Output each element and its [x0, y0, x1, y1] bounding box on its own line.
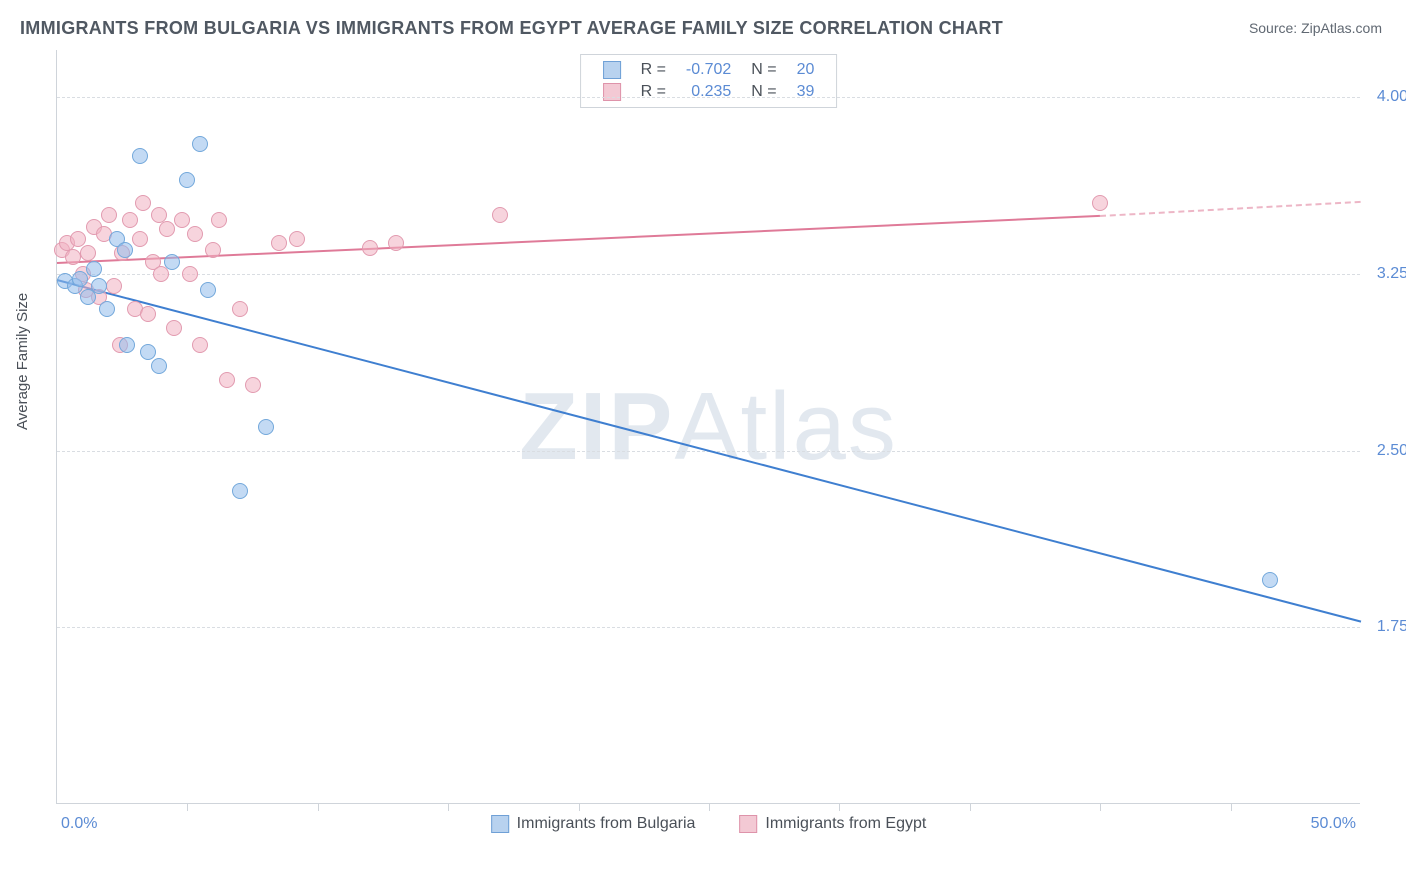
- watermark-bold: ZIP: [519, 373, 674, 480]
- data-point-egypt: [174, 212, 190, 228]
- x-tick: [839, 803, 840, 811]
- swatch-blue-icon: [491, 815, 509, 833]
- r-label: R =: [631, 59, 676, 81]
- data-point-egypt: [80, 245, 96, 261]
- x-tick: [1231, 803, 1232, 811]
- gridline: [57, 274, 1360, 275]
- y-tick-label: 3.25: [1377, 265, 1406, 283]
- data-point-egypt: [232, 301, 248, 317]
- x-axis-min-label: 0.0%: [61, 815, 97, 833]
- source-attribution: Source: ZipAtlas.com: [1249, 20, 1382, 36]
- legend-label: Immigrants from Bulgaria: [517, 815, 696, 833]
- data-point-bulgaria: [117, 242, 133, 258]
- n-value: 20: [787, 59, 825, 81]
- x-tick: [187, 803, 188, 811]
- data-point-bulgaria: [258, 419, 274, 435]
- swatch-pink-icon: [739, 815, 757, 833]
- data-point-egypt: [140, 306, 156, 322]
- x-tick: [579, 803, 580, 811]
- data-point-egypt: [388, 235, 404, 251]
- data-point-bulgaria: [164, 254, 180, 270]
- data-point-bulgaria: [119, 337, 135, 353]
- r-value: 0.235: [676, 81, 741, 103]
- legend-label: Immigrants from Egypt: [765, 815, 926, 833]
- n-value: 39: [787, 81, 825, 103]
- data-point-egypt: [187, 226, 203, 242]
- watermark-thin: Atlas: [674, 373, 897, 480]
- legend-row-egypt: R = 0.235 N = 39: [593, 81, 825, 103]
- r-value: -0.702: [676, 59, 741, 81]
- n-label: N =: [741, 81, 786, 103]
- data-point-egypt: [65, 249, 81, 265]
- y-tick-label: 2.50: [1377, 442, 1406, 460]
- series-legend: Immigrants from Bulgaria Immigrants from…: [491, 815, 927, 833]
- data-point-egypt: [192, 337, 208, 353]
- x-tick: [970, 803, 971, 811]
- correlation-legend: R = -0.702 N = 20 R = 0.235 N = 39: [580, 54, 838, 108]
- watermark: ZIPAtlas: [519, 372, 898, 482]
- x-tick: [1100, 803, 1101, 811]
- legend-item-egypt: Immigrants from Egypt: [739, 815, 926, 833]
- regression-line-egypt-extrapolated: [1100, 201, 1361, 217]
- n-label: N =: [741, 59, 786, 81]
- gridline: [57, 97, 1360, 98]
- data-point-egypt: [205, 242, 221, 258]
- swatch-pink-icon: [603, 83, 621, 101]
- data-point-bulgaria: [1262, 572, 1278, 588]
- x-axis-max-label: 50.0%: [1311, 815, 1356, 833]
- chart-title: IMMIGRANTS FROM BULGARIA VS IMMIGRANTS F…: [20, 18, 1003, 39]
- y-axis-label: Average Family Size: [14, 293, 31, 430]
- x-tick: [448, 803, 449, 811]
- r-label: R =: [631, 81, 676, 103]
- plot-area: ZIPAtlas R = -0.702 N = 20 R = 0.235 N =…: [56, 50, 1360, 804]
- data-point-egypt: [135, 195, 151, 211]
- data-point-bulgaria: [140, 344, 156, 360]
- data-point-bulgaria: [192, 136, 208, 152]
- y-tick-label: 4.00: [1377, 88, 1406, 106]
- data-point-egypt: [166, 320, 182, 336]
- legend-row-bulgaria: R = -0.702 N = 20: [593, 59, 825, 81]
- data-point-egypt: [289, 231, 305, 247]
- data-point-bulgaria: [91, 278, 107, 294]
- data-point-egypt: [245, 377, 261, 393]
- swatch-blue-icon: [603, 61, 621, 79]
- data-point-egypt: [182, 266, 198, 282]
- legend-item-bulgaria: Immigrants from Bulgaria: [491, 815, 696, 833]
- data-point-egypt: [362, 240, 378, 256]
- data-point-bulgaria: [99, 301, 115, 317]
- data-point-egypt: [132, 231, 148, 247]
- data-point-bulgaria: [86, 261, 102, 277]
- data-point-bulgaria: [132, 148, 148, 164]
- data-point-egypt: [101, 207, 117, 223]
- data-point-egypt: [106, 278, 122, 294]
- y-tick-label: 1.75: [1377, 618, 1406, 636]
- data-point-egypt: [492, 207, 508, 223]
- gridline: [57, 627, 1360, 628]
- data-point-egypt: [219, 372, 235, 388]
- data-point-egypt: [211, 212, 227, 228]
- data-point-bulgaria: [232, 483, 248, 499]
- data-point-egypt: [122, 212, 138, 228]
- data-point-bulgaria: [179, 172, 195, 188]
- data-point-egypt: [1092, 195, 1108, 211]
- data-point-egypt: [271, 235, 287, 251]
- x-tick: [318, 803, 319, 811]
- data-point-egypt: [70, 231, 86, 247]
- data-point-bulgaria: [151, 358, 167, 374]
- data-point-egypt: [159, 221, 175, 237]
- x-tick: [709, 803, 710, 811]
- data-point-bulgaria: [200, 282, 216, 298]
